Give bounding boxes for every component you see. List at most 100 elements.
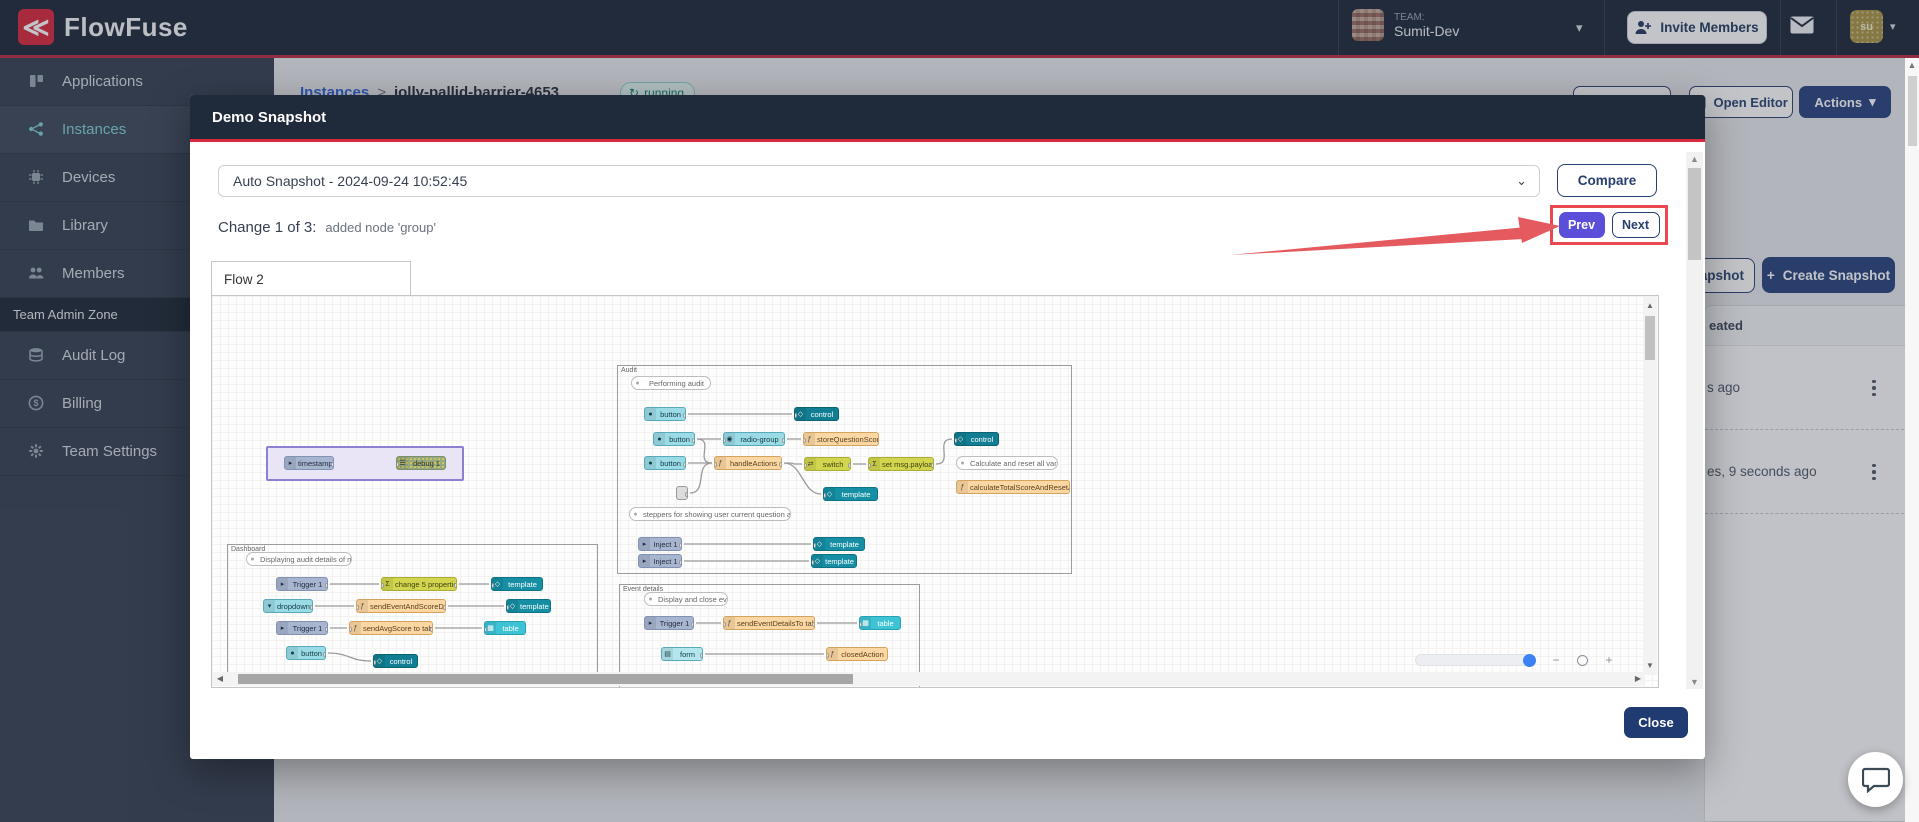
node-output-port (325, 582, 327, 588)
flow-node-timestamp: ▸ timestamp (284, 456, 334, 470)
flow-preview-canvas[interactable]: Audit Dashboard Event details ▸ timestamp ☰ de… (211, 295, 1659, 688)
node-input-port (805, 462, 807, 468)
flow-node-control: ◇ control (373, 654, 418, 668)
chevron-down-icon[interactable]: ▾ (1576, 20, 1583, 35)
flow-node-display-and-close-events: ● Display and close events (644, 592, 728, 606)
nav-divider (1604, 0, 1605, 55)
modal-scrollbar[interactable]: ▲ ▼ (1686, 152, 1703, 689)
scroll-up-arrow-icon[interactable]: ▲ (1690, 154, 1699, 164)
scroll-up-arrow-icon[interactable]: ▲ (1907, 60, 1917, 70)
inject-icon: ▸ (277, 578, 288, 590)
instances-icon (28, 121, 46, 139)
scroll-left-arrow-icon[interactable]: ◀ (216, 674, 224, 683)
flow-node-label: debug 1 (412, 458, 441, 468)
audit-icon (28, 347, 46, 365)
snapshot-select-value: Auto Snapshot - 2024-09-24 10:52:45 (233, 173, 468, 189)
canvas-horizontal-scrollbar[interactable]: ◀ ▶ (213, 672, 1645, 686)
snapshot-select[interactable]: Auto Snapshot - 2024-09-24 10:52:45 ⌄ (218, 165, 1540, 197)
nav-divider (1338, 0, 1339, 55)
node-output-port (700, 652, 702, 658)
sidebar-item-audit-log[interactable]: Audit Log (0, 332, 274, 380)
scrollbar-thumb[interactable] (238, 674, 853, 684)
chat-widget-button[interactable] (1848, 752, 1903, 807)
flow-node-storequestionscore: ƒ storeQuestionScore (803, 432, 879, 446)
flow-group-audit: Audit (617, 365, 1072, 574)
node-output-port (430, 626, 432, 632)
sidebar-item-billing[interactable]: $ Billing (0, 380, 274, 428)
control-icon: ◇ (374, 655, 385, 667)
flow-node-label: dropdown (277, 601, 310, 611)
sidebar-item-applications[interactable]: Applications (0, 58, 274, 106)
flow-node-template: ◇ template (811, 554, 857, 568)
close-button[interactable]: Close (1624, 707, 1688, 738)
chevron-down-icon: ⌄ (1516, 173, 1527, 188)
user-menu-chevron-icon[interactable]: ▾ (1890, 21, 1896, 33)
flow-node-label: calculateTotalScoreAndResetAudit (970, 482, 1069, 492)
user-avatar[interactable]: su (1850, 10, 1883, 43)
flow-node-label: Trigger 1 (292, 579, 323, 589)
sidebar-item-label: Team Settings (62, 443, 158, 460)
team-selector[interactable]: TEAM: Sumit-Dev (1352, 9, 1459, 41)
settings-icon (28, 443, 46, 461)
flow-node-button: ● button (653, 432, 695, 446)
sidebar-item-team-settings[interactable]: Team Settings (0, 428, 274, 476)
kebab-menu-icon[interactable] (1865, 376, 1883, 400)
modal-header: Demo Snapshot (190, 95, 1705, 142)
scrollbar-thumb[interactable] (1645, 316, 1655, 360)
canvas-vertical-scrollbar[interactable]: ▲ ▼ (1643, 297, 1657, 675)
flow-node-trigger-1: ▸ Trigger 1 (276, 621, 328, 635)
sidebar-item-members[interactable]: Members (0, 250, 274, 298)
actions-dropdown-button[interactable]: Actions ▾ (1799, 86, 1891, 118)
scroll-down-arrow-icon[interactable]: ▼ (1646, 661, 1654, 670)
flowfuse-logo-text: FlowFuse (64, 11, 188, 42)
sidebar-item-library[interactable]: Library (0, 202, 274, 250)
sidebar-item-devices[interactable]: Devices (0, 154, 274, 202)
node-input-port (795, 412, 797, 418)
template-icon: ◇ (824, 488, 835, 500)
scroll-down-arrow-icon[interactable]: ▼ (1690, 677, 1699, 687)
flow-node-dropdown: ▾ dropdown (263, 599, 313, 613)
comment-icon: ● (250, 555, 255, 563)
zoom-slider-handle[interactable] (1523, 654, 1536, 667)
members-icon (28, 265, 46, 283)
team-avatar (1352, 9, 1384, 41)
mail-icon[interactable] (1790, 16, 1814, 34)
create-snapshot-button[interactable]: + Create Snapshot (1762, 257, 1895, 293)
scroll-right-arrow-icon[interactable]: ▶ (1634, 674, 1642, 683)
template-icon: ◇ (812, 555, 823, 567)
flow-node-inject-1: ▸ Inject 1 (638, 554, 682, 568)
scroll-up-arrow-icon[interactable]: ▲ (1646, 301, 1654, 310)
inject-icon: ▸ (285, 457, 296, 469)
tab-flow-2[interactable]: Flow 2 (211, 261, 411, 296)
zoom-slider[interactable] (1415, 654, 1536, 667)
open-editor-button[interactable]: ▣ Open Editor (1689, 86, 1793, 118)
flowfuse-logo[interactable]: ≪ FlowFuse (18, 9, 188, 45)
node-output-port (443, 604, 445, 610)
zoom-reset-button[interactable] (1577, 654, 1588, 666)
template-icon: ◇ (492, 578, 503, 590)
add-user-icon (1635, 21, 1652, 34)
next-label: Next (1621, 218, 1650, 232)
zoom-in-button[interactable]: + (1605, 653, 1613, 667)
flow-node-label: handleActions (729, 458, 778, 468)
flow-node-inject-1: ▸ Inject 1 (638, 537, 682, 551)
change-summary: Change 1 of 3: added node 'group' (218, 219, 436, 236)
flow-node-steppers-for-showing-user-current-question-and-group: ● steppers for showing user current quest… (629, 507, 791, 521)
zoom-out-button[interactable]: − (1552, 653, 1560, 667)
kebab-menu-icon[interactable] (1865, 460, 1883, 484)
compare-button[interactable]: Compare (1557, 164, 1657, 197)
node-output-port (685, 491, 687, 497)
scrollbar-thumb[interactable] (1907, 76, 1917, 146)
flow-node-handleactions: ƒ handleActions (714, 456, 782, 470)
page-scrollbar[interactable]: ▲ (1905, 58, 1919, 822)
node-input-port (804, 437, 806, 443)
scrollbar-thumb[interactable] (1688, 168, 1701, 260)
flow-node-link (676, 486, 688, 500)
nav-divider (1780, 0, 1781, 55)
invite-members-button[interactable]: Invite Members (1627, 11, 1767, 44)
flow-node-label: Inject 1 (653, 539, 678, 549)
dropdown-icon: ▾ (264, 600, 275, 612)
prev-button[interactable]: Prev (1558, 212, 1605, 238)
next-button[interactable]: Next (1611, 212, 1660, 238)
switch-icon: ⇄ (805, 458, 816, 470)
